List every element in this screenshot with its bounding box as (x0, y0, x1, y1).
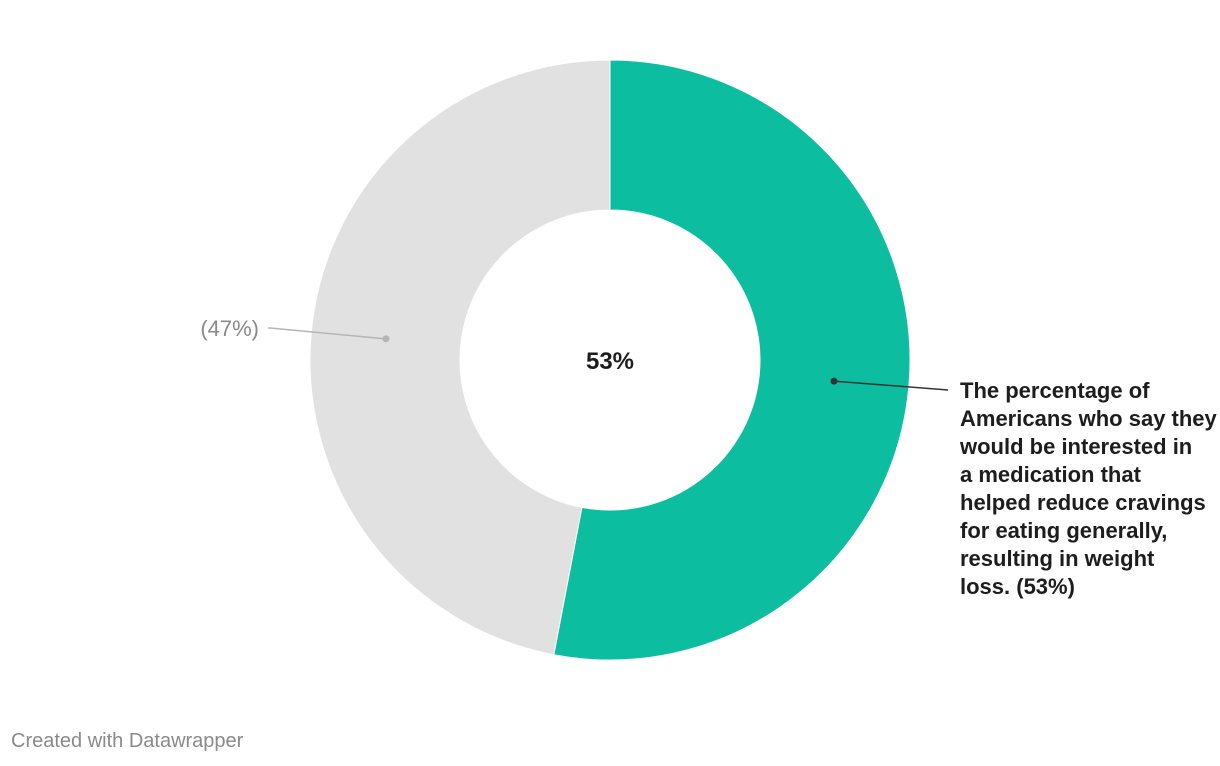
slice-label-leader-1 (268, 327, 387, 340)
donut-slice-0 (553, 59, 911, 661)
slice-labels: The percentage of Americans who say they w… (200, 316, 1217, 599)
slice-label-leader-0 (833, 380, 949, 391)
center-value-label: 53% (586, 348, 634, 375)
donut-slice-1 (309, 59, 611, 656)
datawrapper-credit: Created with Datawrapper (11, 730, 244, 752)
slice-label-0: The percentage of Americans who say they w… (959, 378, 1218, 599)
slice-label-1: (47%) (200, 316, 259, 341)
donut-slices (309, 59, 911, 661)
